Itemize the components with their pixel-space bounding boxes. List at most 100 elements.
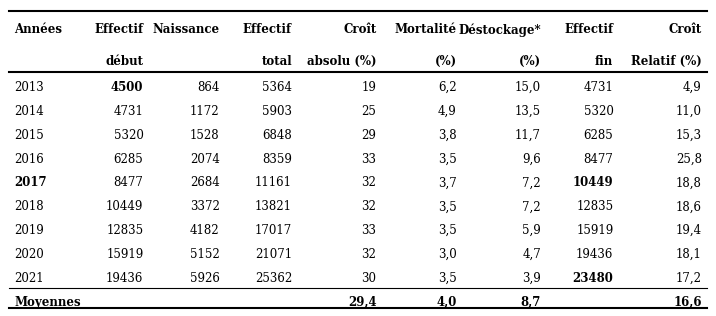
Text: Déstockage*: Déstockage* (458, 23, 541, 37)
Text: 19436: 19436 (106, 272, 143, 285)
Text: 4,9: 4,9 (438, 105, 457, 118)
Text: 11161: 11161 (255, 176, 292, 190)
Text: 5364: 5364 (262, 81, 292, 94)
Text: 2017: 2017 (14, 176, 47, 190)
Text: 25: 25 (362, 105, 377, 118)
Text: Années: Années (14, 23, 62, 36)
Text: 3,5: 3,5 (438, 272, 457, 285)
Text: 25362: 25362 (255, 272, 292, 285)
Text: 2020: 2020 (14, 248, 44, 261)
Text: 3,5: 3,5 (438, 200, 457, 213)
Text: Effectif: Effectif (243, 23, 292, 36)
Text: 8477: 8477 (584, 153, 614, 166)
Text: 15919: 15919 (576, 224, 614, 237)
Text: 8359: 8359 (262, 153, 292, 166)
Text: 2074: 2074 (190, 153, 220, 166)
Text: 11,7: 11,7 (515, 129, 541, 142)
Text: 3,0: 3,0 (438, 248, 457, 261)
Text: (%): (%) (435, 55, 457, 68)
Text: 18,1: 18,1 (676, 248, 702, 261)
Text: 33: 33 (362, 224, 377, 237)
Text: 2013: 2013 (14, 81, 44, 94)
Text: 7,2: 7,2 (523, 200, 541, 213)
Text: 30: 30 (362, 272, 377, 285)
Text: 1172: 1172 (190, 105, 220, 118)
Text: Effectif: Effectif (564, 23, 614, 36)
Text: 29: 29 (362, 129, 377, 142)
Text: 5926: 5926 (190, 272, 220, 285)
Text: 3,5: 3,5 (438, 224, 457, 237)
Text: 19436: 19436 (576, 248, 614, 261)
Text: 2016: 2016 (14, 153, 44, 166)
Text: 4731: 4731 (114, 105, 143, 118)
Text: 2021: 2021 (14, 272, 44, 285)
Text: 6285: 6285 (114, 153, 143, 166)
Text: 4182: 4182 (190, 224, 220, 237)
Text: 3,7: 3,7 (438, 176, 457, 190)
Text: fin: fin (595, 55, 614, 68)
Text: 18,8: 18,8 (676, 176, 702, 190)
Text: 32: 32 (362, 200, 377, 213)
Text: Croît: Croît (343, 23, 377, 36)
Text: 7,2: 7,2 (523, 176, 541, 190)
Text: 3,8: 3,8 (438, 129, 457, 142)
Text: 17,2: 17,2 (676, 272, 702, 285)
Text: Moyennes: Moyennes (14, 295, 81, 308)
Text: 33: 33 (362, 153, 377, 166)
Text: 2015: 2015 (14, 129, 44, 142)
Text: 32: 32 (362, 176, 377, 190)
Text: 6848: 6848 (262, 129, 292, 142)
Text: 4500: 4500 (111, 81, 143, 94)
Text: 3,9: 3,9 (523, 272, 541, 285)
Text: 15,0: 15,0 (515, 81, 541, 94)
Text: 12835: 12835 (106, 224, 143, 237)
Text: début: début (105, 55, 143, 68)
Text: 4,0: 4,0 (436, 295, 457, 308)
Text: 10449: 10449 (573, 176, 614, 190)
Text: 5152: 5152 (190, 248, 220, 261)
Text: 5903: 5903 (262, 105, 292, 118)
Text: total: total (261, 55, 292, 68)
Text: 4,9: 4,9 (683, 81, 702, 94)
Text: 5,9: 5,9 (523, 224, 541, 237)
Text: 2684: 2684 (190, 176, 220, 190)
Text: 4731: 4731 (584, 81, 614, 94)
Text: 4,7: 4,7 (523, 248, 541, 261)
Text: 2018: 2018 (14, 200, 44, 213)
Text: 8,7: 8,7 (521, 295, 541, 308)
Text: Effectif: Effectif (95, 23, 143, 36)
Text: 864: 864 (198, 81, 220, 94)
Text: 23480: 23480 (573, 272, 614, 285)
Text: 19: 19 (362, 81, 377, 94)
Text: (%): (%) (519, 55, 541, 68)
Text: 9,6: 9,6 (523, 153, 541, 166)
Text: Croît: Croît (669, 23, 702, 36)
Text: 13821: 13821 (255, 200, 292, 213)
Text: 12835: 12835 (576, 200, 614, 213)
Text: 13,5: 13,5 (515, 105, 541, 118)
Text: 10449: 10449 (106, 200, 143, 213)
Text: 17017: 17017 (255, 224, 292, 237)
Text: 18,6: 18,6 (676, 200, 702, 213)
Text: 6285: 6285 (584, 129, 614, 142)
Text: Relatif (%): Relatif (%) (631, 55, 702, 68)
Text: 16,6: 16,6 (673, 295, 702, 308)
Text: 8477: 8477 (114, 176, 143, 190)
Text: 15,3: 15,3 (676, 129, 702, 142)
Text: 25,8: 25,8 (676, 153, 702, 166)
Text: 2019: 2019 (14, 224, 44, 237)
Text: 29,4: 29,4 (348, 295, 377, 308)
Text: 15919: 15919 (106, 248, 143, 261)
Text: Naissance: Naissance (153, 23, 220, 36)
Text: 3,5: 3,5 (438, 153, 457, 166)
Text: 1528: 1528 (190, 129, 220, 142)
Text: 32: 32 (362, 248, 377, 261)
Text: Mortalité: Mortalité (395, 23, 457, 36)
Text: 6,2: 6,2 (438, 81, 457, 94)
Text: 11,0: 11,0 (676, 105, 702, 118)
Text: 5320: 5320 (584, 105, 614, 118)
Text: 5320: 5320 (114, 129, 143, 142)
Text: absolu (%): absolu (%) (307, 55, 377, 68)
Text: 2014: 2014 (14, 105, 44, 118)
Text: 19,4: 19,4 (676, 224, 702, 237)
